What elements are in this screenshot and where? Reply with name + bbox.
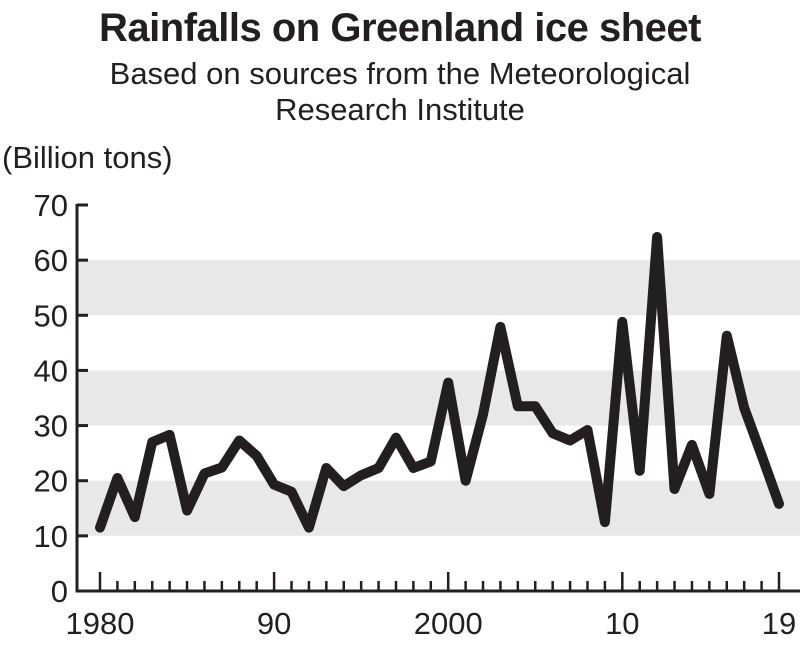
chart-subtitle-line-1: Based on sources from the Meteorological (109, 56, 691, 91)
y-tick-label: 70 (34, 188, 68, 223)
y-tick-label: 50 (34, 298, 68, 333)
x-tick-label: 90 (257, 606, 291, 641)
chart-subtitle-line-2: Research Institute (275, 92, 525, 127)
y-axis-unit-label: (Billion tons) (2, 140, 173, 175)
x-ticks: 1980 90 2000 10 19 (66, 572, 796, 641)
y-tick-label: 20 (34, 464, 68, 499)
y-tick-label: 10 (34, 519, 68, 554)
y-tick-label: 40 (34, 353, 68, 388)
x-tick-label: 1980 (66, 606, 135, 641)
y-tick-label: 60 (34, 243, 68, 278)
x-tick-label: 19 (762, 606, 796, 641)
y-tick-label: 30 (34, 409, 68, 444)
grid-bands (77, 260, 800, 536)
y-tick-label: 0 (51, 574, 68, 609)
x-tick-label: 2000 (414, 606, 483, 641)
chart-title: Rainfalls on Greenland ice sheet (99, 6, 701, 50)
y-ticks: 0 10 20 30 40 50 60 70 (34, 188, 88, 609)
chart-subtitle: Based on sources from the Meteorological… (0, 56, 800, 128)
grid-band (77, 260, 800, 316)
axes (75, 204, 800, 593)
series-group (95, 232, 784, 533)
x-tick-label: 10 (605, 606, 639, 641)
series-line-rainfall (95, 232, 784, 533)
